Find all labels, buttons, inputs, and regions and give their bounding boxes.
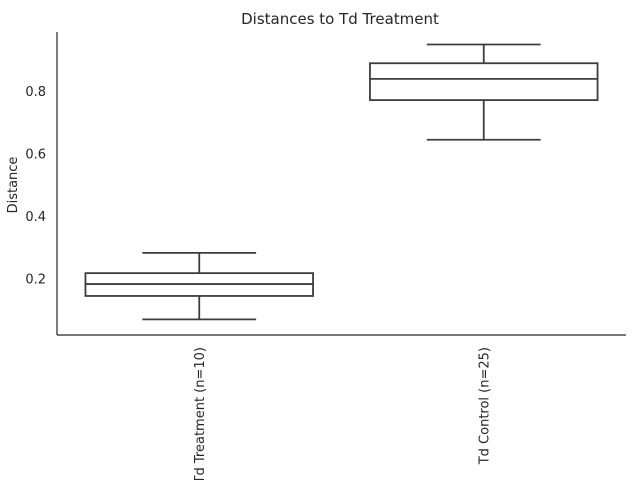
y-tick-label: 0.2 [25, 272, 46, 287]
x-axis-ticks: Td Treatment (n=10) Td Control (n=25) [193, 347, 493, 480]
x-tick-label: Td Control (n=25) [477, 347, 492, 465]
y-tick-label: 0.6 [25, 147, 46, 162]
y-axis-ticks: 0.2 0.4 0.6 0.8 [25, 85, 46, 287]
boxes [84, 43, 599, 321]
chart-title: Distances to Td Treatment [241, 10, 439, 28]
iqr-box [369, 62, 599, 101]
x-tick-label: Td Treatment (n=10) [193, 347, 208, 480]
y-tick-label: 0.8 [25, 85, 46, 100]
box-group [84, 251, 314, 321]
box-group [369, 43, 599, 141]
y-tick-label: 0.4 [25, 210, 46, 225]
y-axis-label: Distance [6, 157, 21, 214]
